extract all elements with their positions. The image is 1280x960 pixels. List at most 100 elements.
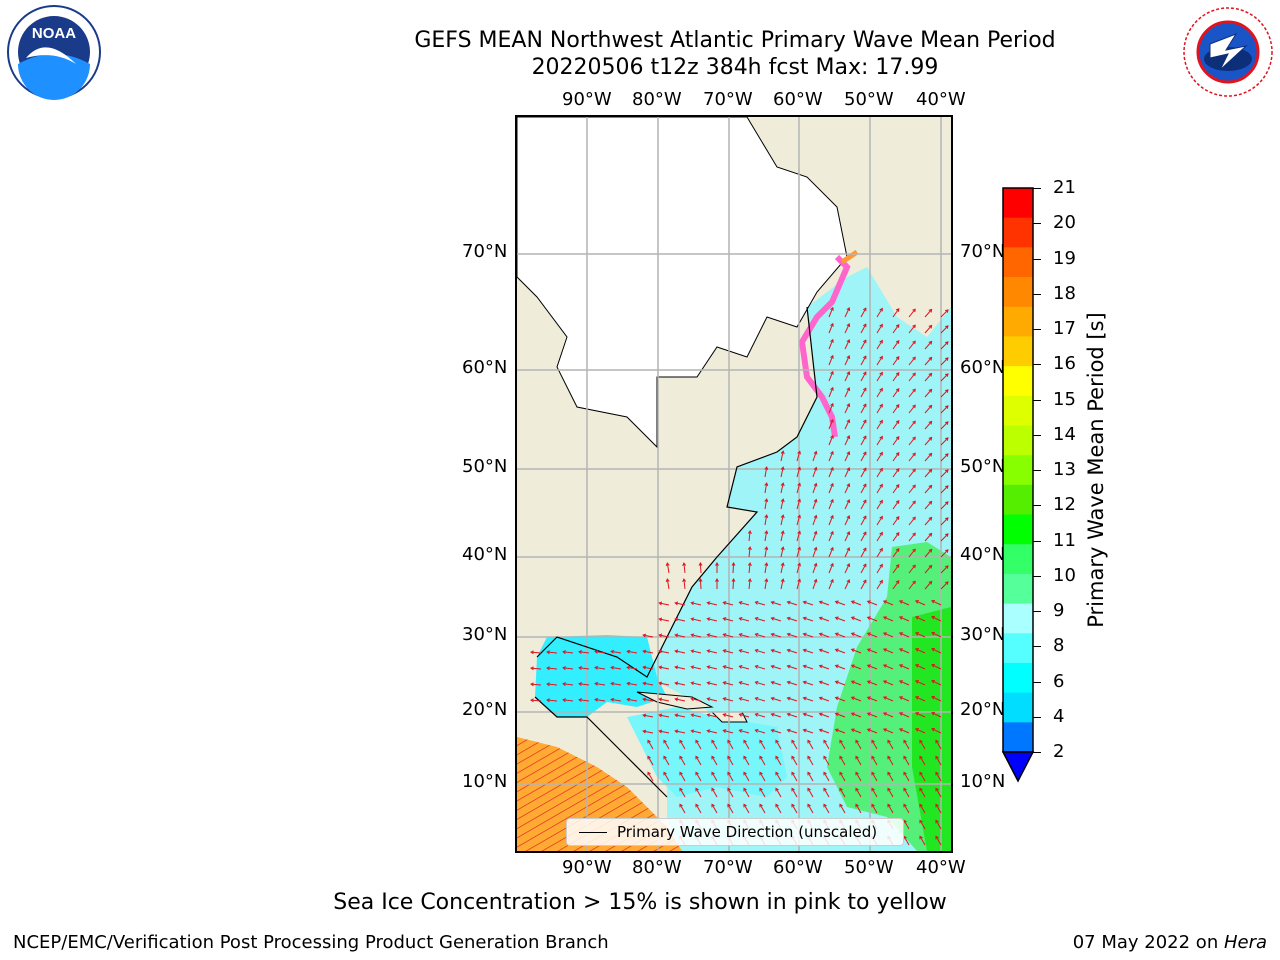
wave-arrow-head bbox=[871, 739, 875, 744]
wave-arrow bbox=[679, 804, 686, 814]
wave-arrow bbox=[707, 602, 718, 606]
wave-arrow-head bbox=[928, 356, 933, 361]
colorbar-tick-label: 10 bbox=[1053, 564, 1076, 586]
wave-arrow-head bbox=[915, 616, 919, 620]
wave-arrow-head bbox=[862, 371, 867, 376]
wave-arrow-head bbox=[862, 435, 867, 440]
wave-arrow-head bbox=[931, 679, 935, 684]
wave-arrow-head bbox=[818, 648, 823, 653]
wave-arrow bbox=[775, 740, 782, 750]
wave-arrow bbox=[835, 713, 846, 718]
wave-arrow-head bbox=[862, 563, 867, 568]
wave-arrow-head bbox=[780, 530, 785, 535]
wave-arrow bbox=[899, 600, 910, 606]
wave-arrow bbox=[659, 602, 670, 606]
wave-arrow-head bbox=[898, 600, 903, 604]
footer-credit: NCEP/EMC/Verification Post Processing Pr… bbox=[13, 932, 609, 953]
wave-arrow-head bbox=[722, 713, 727, 717]
wave-arrow-head bbox=[912, 404, 916, 409]
wave-arrow bbox=[759, 788, 766, 798]
wave-arrow bbox=[828, 323, 834, 334]
wave-arrow bbox=[883, 600, 894, 606]
wave-arrow bbox=[876, 468, 883, 478]
wave-arrow-head bbox=[797, 514, 801, 519]
wave-arrow-head bbox=[663, 755, 667, 760]
wave-arrow bbox=[723, 665, 734, 670]
wave-arrow bbox=[844, 419, 850, 430]
wave-arrow bbox=[935, 804, 942, 814]
wave-arrow bbox=[812, 483, 817, 494]
wave-arrow-head bbox=[862, 579, 867, 584]
wave-arrow-head bbox=[862, 451, 867, 456]
wave-arrow bbox=[908, 388, 916, 398]
wave-arrow bbox=[892, 484, 900, 494]
wave-arrow-head bbox=[839, 803, 843, 808]
wave-arrow bbox=[883, 616, 894, 622]
wave-arrow bbox=[787, 713, 798, 718]
wave-arrow-head bbox=[770, 632, 775, 637]
colorbar-tick-label: 20 bbox=[1053, 212, 1076, 234]
wave-arrow bbox=[707, 618, 718, 622]
wave-arrow-head bbox=[797, 450, 801, 455]
wave-arrow-head bbox=[802, 696, 807, 701]
wave-arrow bbox=[883, 696, 894, 702]
wave-arrow-head bbox=[944, 421, 949, 425]
wave-arrow bbox=[771, 649, 782, 654]
wave-arrow-head bbox=[862, 419, 867, 424]
wave-arrow bbox=[903, 804, 910, 814]
wave-arrow bbox=[892, 340, 900, 350]
wave-arrow bbox=[903, 756, 910, 766]
wave-arrow-head bbox=[879, 355, 883, 360]
wave-arrow bbox=[739, 697, 750, 702]
wave-arrow-head bbox=[887, 755, 891, 760]
wave-arrow-head bbox=[944, 437, 949, 441]
wave-arrow bbox=[611, 650, 622, 654]
wave-arrow bbox=[812, 547, 817, 558]
wave-arrow bbox=[883, 648, 894, 654]
wave-arrow-head bbox=[830, 306, 834, 311]
wave-arrow-head bbox=[738, 729, 743, 733]
wave-arrow bbox=[695, 804, 702, 814]
wave-arrow-head bbox=[791, 755, 795, 760]
wave-arrow bbox=[807, 740, 814, 750]
lat-label-left-40n: 40°N bbox=[462, 544, 508, 565]
wave-arrow-head bbox=[855, 787, 859, 792]
wave-arrow bbox=[924, 565, 932, 574]
wave-arrow bbox=[787, 601, 798, 606]
wave-arrow bbox=[683, 563, 686, 574]
wave-arrow bbox=[796, 547, 801, 558]
wave-arrow-head bbox=[797, 578, 801, 583]
wave-arrow bbox=[643, 666, 654, 670]
colorbar-cell bbox=[1003, 662, 1033, 694]
wave-arrow bbox=[666, 579, 670, 590]
wave-arrow-head bbox=[944, 373, 949, 377]
lat-label-left-60n: 60°N bbox=[462, 357, 508, 378]
wave-arrow-head bbox=[879, 435, 883, 440]
wave-arrow bbox=[828, 355, 834, 366]
wave-arrow-head bbox=[642, 665, 647, 670]
wave-arrow-head bbox=[895, 372, 900, 376]
wave-arrow bbox=[876, 452, 883, 462]
wave-arrow bbox=[855, 788, 862, 798]
wave-arrow-head bbox=[674, 697, 679, 702]
wave-arrow bbox=[860, 387, 867, 398]
colorbar-cell bbox=[1003, 455, 1033, 486]
wave-arrow bbox=[796, 531, 801, 542]
wave-arrow-head bbox=[722, 601, 727, 605]
wave-arrow-head bbox=[928, 436, 933, 441]
wave-arrow-head bbox=[802, 728, 807, 733]
wave-arrow bbox=[659, 714, 670, 718]
wave-arrow bbox=[707, 730, 718, 734]
colorbar-tick-mark bbox=[1033, 611, 1041, 612]
wave-arrow bbox=[919, 788, 926, 798]
wave-arrow-head bbox=[879, 339, 883, 344]
wave-arrow bbox=[871, 772, 878, 782]
wave-arrow-head bbox=[871, 755, 875, 760]
wave-arrow bbox=[903, 820, 910, 830]
wave-arrow bbox=[876, 324, 883, 334]
wave-arrow bbox=[679, 756, 686, 766]
wave-arrow-head bbox=[818, 664, 823, 669]
wave-arrow bbox=[707, 682, 718, 686]
wave-arrow bbox=[707, 714, 718, 718]
wave-arrow-head bbox=[658, 601, 663, 606]
